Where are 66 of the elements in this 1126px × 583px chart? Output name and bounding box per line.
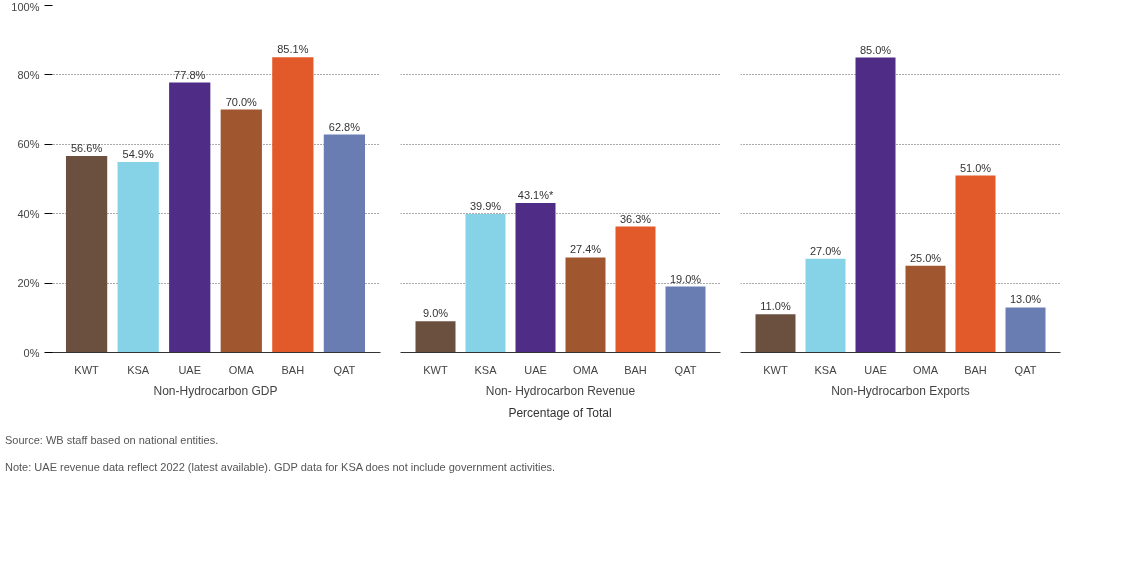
data-label: 13.0% <box>1009 293 1042 306</box>
y-tick-label: 60% <box>17 138 40 151</box>
x-tick-label: QAT <box>674 363 697 376</box>
data-label: 54.9% <box>122 148 154 160</box>
bar <box>615 226 656 353</box>
data-label: 70.0% <box>225 95 258 108</box>
y-tick-label: 80% <box>17 68 40 81</box>
bar <box>220 109 262 353</box>
text: Note: UAE revenue data reflect 2022 (latest available). GDP data for KSA does not include government activities. <box>5 460 556 476</box>
bar <box>272 57 314 353</box>
bar <box>755 314 796 353</box>
bar <box>565 257 606 353</box>
data-label: 85.0% <box>859 43 892 56</box>
bar <box>169 82 211 353</box>
data-label: 62.8% <box>328 120 361 133</box>
x-tick-label: UAE <box>524 363 547 376</box>
x-tick-label: KSA <box>474 363 498 376</box>
bar <box>665 286 706 353</box>
data-label: 36.3% <box>619 212 652 225</box>
bar <box>905 265 946 353</box>
data-label: 27.4% <box>569 243 602 256</box>
data-label: 9.0% <box>422 307 449 320</box>
y-tick-label: 0% <box>23 346 40 359</box>
data-label: 85.1% <box>277 43 309 56</box>
x-tick-label: KWT <box>763 363 788 376</box>
x-tick-label: OMA <box>912 363 939 376</box>
bar <box>117 162 159 353</box>
bar <box>415 321 456 353</box>
y-tick-label: 100% <box>11 0 40 13</box>
bar <box>465 214 506 353</box>
x-tick-label: OMA <box>228 363 255 376</box>
bar <box>955 175 996 353</box>
y-tick-label: 20% <box>17 277 40 290</box>
x-tick-label: BAH <box>624 363 647 376</box>
x-axis-title: Non-Hydrocarbon GDP <box>153 383 278 398</box>
data-label: 39.9% <box>469 200 502 213</box>
x-tick-label: KSA <box>814 363 838 376</box>
data-label: 56.6% <box>71 142 103 155</box>
x-tick-label: UAE <box>178 363 202 376</box>
data-label: 77.8% <box>174 68 206 81</box>
data-label: 27.0% <box>809 244 842 257</box>
x-tick-label: BAH <box>964 363 987 376</box>
x-tick-label: OMA <box>572 363 599 376</box>
data-label: 51.0% <box>959 161 992 174</box>
data-label: 19.0% <box>669 272 702 285</box>
source-note: Source: WB staff based on national entities. <box>5 433 219 449</box>
text: Percentage of Total <box>507 405 613 422</box>
data-label: 25.0% <box>909 251 942 264</box>
x-axis-title: Non-Hydrocarbon Exports <box>831 383 970 398</box>
x-tick-label: UAE <box>864 363 887 376</box>
x-tick-label: QAT <box>333 363 356 376</box>
x-tick-label: KWT <box>423 363 448 376</box>
bar <box>855 57 896 353</box>
x-tick-label: KWT <box>74 363 100 376</box>
bar <box>805 258 846 353</box>
data-label: 43.1%* <box>517 188 554 201</box>
bar <box>1005 307 1046 353</box>
bar <box>323 134 366 353</box>
bar <box>515 202 556 353</box>
bar <box>65 156 108 353</box>
x-tick-label: QAT <box>1014 363 1037 376</box>
y-tick-label: 40% <box>17 207 40 220</box>
x-tick-label: KSA <box>127 363 150 376</box>
data-label: 11.0% <box>760 300 791 313</box>
x-axis-title: Non- Hydrocarbon Revenue <box>485 383 636 398</box>
x-tick-label: BAH <box>281 363 305 376</box>
